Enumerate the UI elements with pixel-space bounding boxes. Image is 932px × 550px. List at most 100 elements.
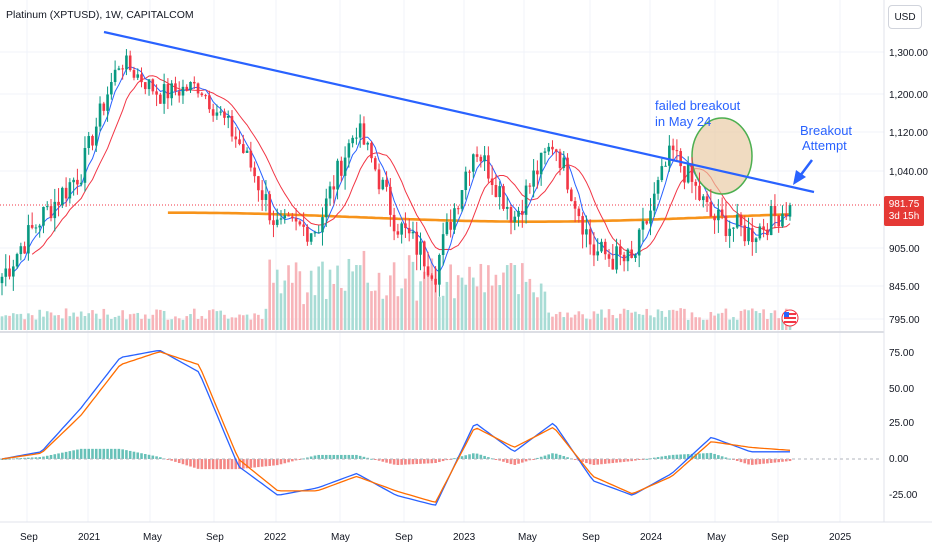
candle-body (743, 225, 747, 242)
macd-histogram-bar (573, 459, 577, 460)
volume-bar (781, 319, 784, 330)
macd-histogram-bar (664, 455, 667, 459)
trendline[interactable] (103, 30, 815, 194)
volume-bar (735, 319, 739, 330)
macd-histogram-bar (475, 453, 479, 459)
macd-histogram-bar (562, 456, 566, 459)
macd-histogram-bar (487, 457, 490, 459)
macd-histogram-bar (784, 459, 788, 462)
volume-bar (404, 278, 407, 330)
candle-body (343, 157, 347, 176)
volume-bar (208, 310, 211, 330)
macd-histogram-bar (347, 454, 351, 459)
volume-bar (498, 285, 501, 330)
candle-body (671, 145, 675, 151)
candle-body (170, 83, 173, 99)
volume-bar (328, 269, 332, 330)
candle-body (355, 137, 358, 139)
candle-body (521, 210, 524, 215)
volume-bar (242, 315, 245, 330)
currency-button[interactable]: USD (888, 5, 922, 29)
time-axis[interactable]: Sep 2021 May Sep 2022 May Sep 2023 May S… (20, 532, 852, 543)
volume-bar (502, 272, 505, 330)
macd-histogram-bar (441, 459, 445, 462)
candle-body (155, 91, 158, 95)
macd-histogram-bar (611, 459, 615, 464)
macd-histogram-bar (283, 459, 287, 464)
us-flag-event-icon[interactable] (781, 309, 799, 327)
candle-body (777, 215, 780, 227)
candle-body (717, 209, 720, 221)
macd-histogram-bar (407, 459, 411, 465)
candle-body (788, 205, 792, 217)
candle-body (581, 216, 584, 235)
candle-body (494, 185, 498, 198)
volume-bar (588, 319, 592, 330)
candle-body (260, 190, 264, 200)
candle-body (453, 208, 456, 230)
candle-body (377, 169, 381, 190)
candle-body (592, 244, 596, 256)
candle-body (656, 180, 660, 194)
candle-body (34, 227, 38, 229)
candle-body (121, 68, 124, 70)
time-tick: Sep (771, 532, 789, 543)
volume-bar (547, 312, 550, 330)
volume-bar (758, 313, 762, 330)
volume-bar (664, 316, 667, 330)
macd-histogram-bar (64, 451, 68, 459)
candle-body (679, 151, 682, 167)
macd-histogram-bar (528, 459, 532, 461)
candle-body (460, 190, 464, 209)
macd-histogram-bar (343, 454, 347, 459)
macd-histogram-bar (754, 459, 758, 465)
volume-bar (483, 292, 486, 330)
volume-bar (340, 287, 343, 330)
volume-bar (419, 281, 422, 330)
volume-bar (611, 314, 615, 330)
candle-body (72, 179, 75, 183)
macd-histogram-bar (317, 454, 321, 459)
price-axis[interactable]: 1,300.00 1,200.00 1,120.00 1,040.00 905.… (889, 48, 928, 326)
candle-body (317, 232, 321, 234)
macd-histogram-bar (558, 454, 562, 459)
macd-axis[interactable]: 75.00 50.00 25.00 0.00 -25.00 (889, 348, 918, 501)
macd-histogram-bar (600, 459, 603, 465)
price-tick: 1,200.00 (889, 90, 928, 101)
macd-histogram-bar (622, 459, 626, 462)
macd-histogram-bar (170, 459, 173, 461)
candle-body (385, 179, 388, 187)
volume-bar (396, 296, 400, 330)
candle-body (79, 182, 83, 185)
volume-bar (705, 319, 709, 330)
macd-histogram-bar (630, 459, 633, 462)
volume-bar (91, 310, 94, 330)
macd-histogram-bar (502, 459, 505, 462)
macd-histogram-bar (57, 453, 60, 459)
volume-bar (230, 317, 234, 330)
volume-bar (313, 295, 317, 330)
candle-body (637, 229, 641, 256)
candle-body (509, 206, 513, 223)
macd-histogram-bar (234, 459, 238, 470)
volume-bar (159, 309, 162, 330)
candle-body (12, 266, 15, 277)
candle-body (268, 194, 271, 221)
macd-histogram-bar (249, 459, 253, 468)
macd-histogram-bar (513, 459, 517, 465)
candle-body (411, 231, 415, 234)
candle-body (781, 213, 784, 227)
macd-histogram-bar (245, 459, 249, 469)
candle-body (524, 185, 528, 215)
candle-body (57, 201, 60, 206)
candle-body (159, 94, 162, 104)
macd-histogram-bar (121, 449, 124, 459)
volume-bar (23, 319, 26, 330)
ma-long-line (167, 211, 791, 223)
macd-histogram-bar (603, 459, 607, 464)
macd-tick: 25.00 (889, 418, 914, 429)
macd-histogram-bar (336, 454, 339, 459)
macd-histogram-bar (524, 459, 528, 462)
macd-histogram-bar (769, 459, 773, 463)
